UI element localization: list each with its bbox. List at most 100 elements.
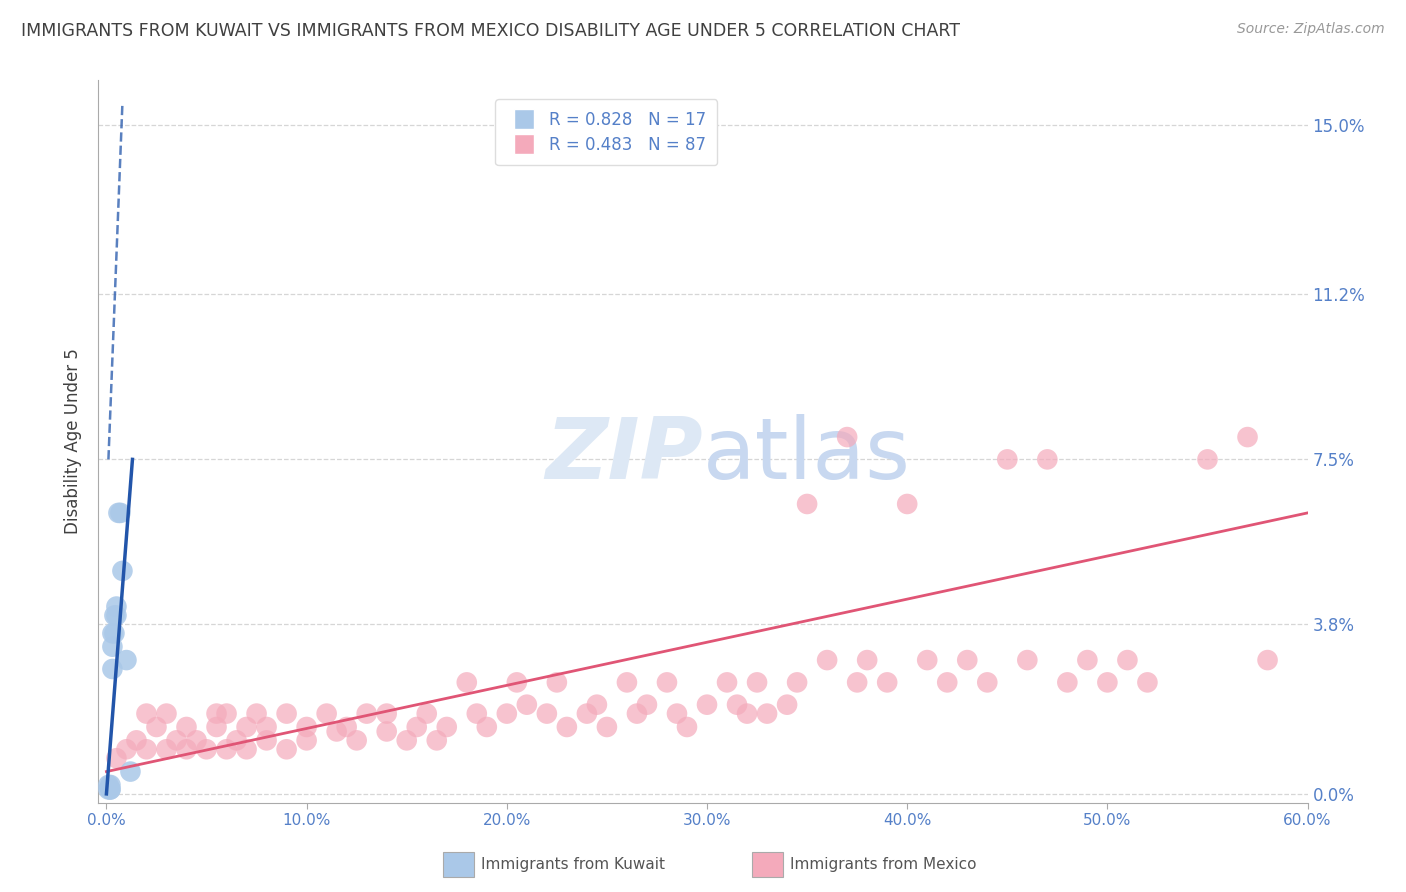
Point	[616, 675, 638, 690]
Point	[735, 706, 758, 721]
Point	[346, 733, 368, 747]
Point	[405, 720, 427, 734]
Point	[97, 782, 120, 797]
Point	[1136, 675, 1159, 690]
Point	[135, 706, 157, 721]
Point	[436, 720, 458, 734]
Y-axis label: Disability Age Under 5: Disability Age Under 5	[65, 349, 83, 534]
Point	[1076, 653, 1098, 667]
Point	[837, 430, 859, 444]
Point	[756, 706, 779, 721]
Point	[1036, 452, 1059, 467]
Point	[205, 720, 228, 734]
Point	[546, 675, 568, 690]
Point	[107, 506, 129, 520]
Point	[356, 706, 378, 721]
Point	[101, 626, 124, 640]
Point	[575, 706, 598, 721]
Point	[145, 720, 167, 734]
Point	[815, 653, 838, 667]
Point	[295, 720, 318, 734]
Point	[110, 506, 132, 520]
Point	[725, 698, 748, 712]
Point	[105, 599, 128, 614]
Point	[856, 653, 879, 667]
Point	[665, 706, 688, 721]
Point	[176, 742, 198, 756]
Text: Immigrants from Mexico: Immigrants from Mexico	[790, 857, 977, 871]
Point	[195, 742, 218, 756]
Text: ZIP: ZIP	[546, 415, 703, 498]
Point	[105, 608, 128, 623]
Point	[155, 706, 177, 721]
Text: Immigrants from Kuwait: Immigrants from Kuwait	[481, 857, 665, 871]
Text: IMMIGRANTS FROM KUWAIT VS IMMIGRANTS FROM MEXICO DISABILITY AGE UNDER 5 CORRELAT: IMMIGRANTS FROM KUWAIT VS IMMIGRANTS FRO…	[21, 22, 960, 40]
Point	[1236, 430, 1258, 444]
Point	[516, 698, 538, 712]
Point	[586, 698, 609, 712]
Point	[696, 698, 718, 712]
Point	[555, 720, 578, 734]
Point	[636, 698, 658, 712]
Point	[1056, 675, 1078, 690]
Point	[475, 720, 498, 734]
Point	[426, 733, 449, 747]
Point	[776, 698, 799, 712]
Point	[186, 733, 208, 747]
Point	[225, 733, 247, 747]
Point	[876, 675, 898, 690]
Point	[915, 653, 938, 667]
Point	[235, 720, 257, 734]
Point	[115, 742, 138, 756]
Point	[276, 742, 298, 756]
Point	[100, 782, 122, 797]
Point	[956, 653, 979, 667]
Point	[155, 742, 177, 756]
Point	[115, 653, 138, 667]
Point	[375, 724, 398, 739]
Point	[846, 675, 869, 690]
Point	[655, 675, 678, 690]
Point	[896, 497, 918, 511]
Point	[176, 720, 198, 734]
Point	[103, 626, 125, 640]
Point	[215, 706, 238, 721]
Point	[101, 640, 124, 654]
Point	[716, 675, 738, 690]
Point	[596, 720, 619, 734]
Point	[100, 782, 122, 797]
Point	[205, 706, 228, 721]
Point	[103, 608, 125, 623]
Point	[1197, 452, 1219, 467]
Point	[995, 452, 1018, 467]
Text: atlas: atlas	[703, 415, 911, 498]
Point	[1257, 653, 1279, 667]
Point	[745, 675, 768, 690]
Point	[336, 720, 359, 734]
Point	[125, 733, 148, 747]
Point	[245, 706, 267, 721]
Text: Source: ZipAtlas.com: Source: ZipAtlas.com	[1237, 22, 1385, 37]
Point	[796, 497, 818, 511]
Point	[506, 675, 529, 690]
Point	[97, 778, 120, 792]
Point	[215, 742, 238, 756]
Point	[100, 778, 122, 792]
Point	[256, 733, 278, 747]
Point	[976, 675, 998, 690]
Point	[495, 706, 517, 721]
Point	[1017, 653, 1039, 667]
Point	[395, 733, 418, 747]
Point	[135, 742, 157, 756]
Point	[295, 733, 318, 747]
Point	[676, 720, 699, 734]
Point	[105, 751, 128, 765]
Point	[325, 724, 347, 739]
Point	[1116, 653, 1139, 667]
Legend: R = 0.828   N = 17, R = 0.483   N = 87: R = 0.828 N = 17, R = 0.483 N = 87	[495, 99, 717, 165]
Point	[235, 742, 257, 756]
Point	[456, 675, 478, 690]
Point	[276, 706, 298, 721]
Point	[166, 733, 188, 747]
Point	[465, 706, 488, 721]
